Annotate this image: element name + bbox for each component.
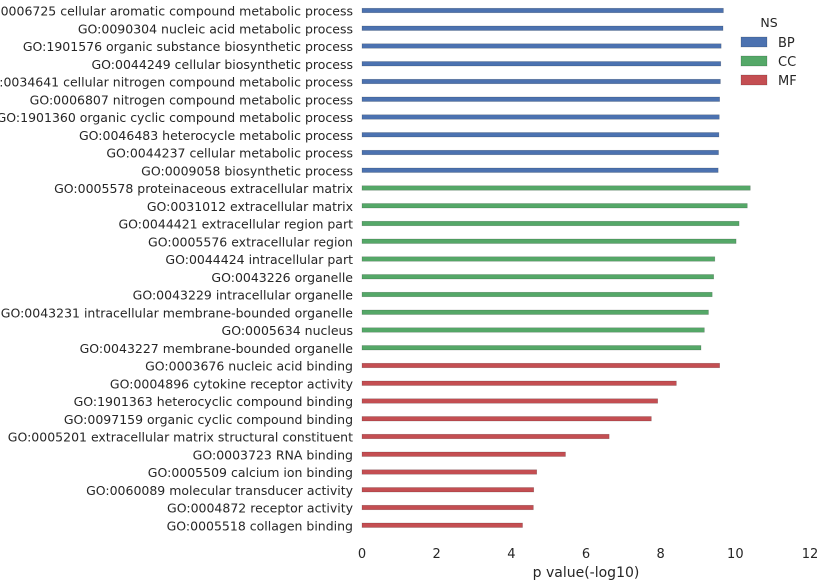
y-tick-label: GO:0005634 nucleus (222, 323, 353, 338)
bar-bp-5 (361, 96, 720, 102)
y-tick-label: GO:0046483 heterocycle metabolic process (79, 128, 353, 143)
bar-cc-9 (361, 345, 702, 351)
x-axis-label: p value(-log10) (533, 565, 640, 581)
bar-bp-4 (361, 78, 721, 85)
y-tick-label: GO:0044237 cellular metabolic process (106, 146, 353, 161)
bar-mf-6 (361, 469, 538, 475)
x-tick-label: 8 (657, 547, 665, 562)
bar-cc-1 (361, 203, 748, 209)
x-tick-label: 0 (358, 547, 366, 562)
bar-bp-9 (361, 167, 719, 173)
legend-swatch-cc (740, 55, 768, 67)
bar-cc-6 (361, 291, 713, 298)
y-tick-label: GO:0043231 intracellular membrane-bounde… (1, 305, 354, 320)
legend-label-mf: MF (778, 74, 797, 89)
y-tick-label: GO:0043226 organelle (211, 270, 353, 285)
y-tick-label: GO:0004872 receptor activity (167, 501, 354, 516)
bar-mf-0 (361, 362, 720, 369)
bar-bp-6 (361, 114, 720, 120)
bar-bp-0 (361, 7, 724, 14)
x-tick-label: 2 (433, 547, 441, 562)
bar-cc-8 (361, 327, 705, 333)
y-tick-label: GO:0006725 cellular aromatic compound me… (0, 4, 353, 19)
y-tick-label: GO:1901363 heterocyclic compound binding (74, 394, 353, 409)
bar-cc-5 (361, 274, 714, 280)
y-tick-label: GO:0005509 calcium ion binding (148, 465, 353, 480)
bar-mf-2 (361, 398, 658, 404)
bar-bp-3 (361, 61, 722, 67)
y-tick-label: GO:0004896 cytokine receptor activity (110, 376, 354, 391)
y-tick-label: GO:1901360 organic cyclic compound metab… (0, 110, 353, 125)
y-tick-label: GO:0090304 nucleic acid metabolic proces… (78, 21, 353, 36)
legend-label-cc: CC (778, 55, 796, 70)
x-tick-label: 10 (727, 547, 744, 562)
y-tick-label: GO:0060089 molecular transducer activity (86, 483, 354, 498)
bar-mf-4 (361, 433, 610, 440)
y-tick-label: GO:0044421 extracellular region part (118, 217, 353, 232)
bar-bp-7 (361, 132, 720, 138)
bar-mf-3 (361, 416, 652, 422)
bar-mf-5 (361, 451, 566, 457)
y-tick-label: GO:0034641 cellular nitrogen compound me… (0, 75, 353, 90)
bar-mf-1 (361, 380, 677, 386)
y-tick-label: GO:0044249 cellular biosynthetic process (92, 57, 354, 72)
x-tick-label: 4 (507, 547, 515, 562)
bar-cc-7 (361, 309, 709, 315)
y-tick-label: GO:0009058 biosynthetic process (141, 163, 353, 178)
y-tick-labels: GO:0006725 cellular aromatic compound me… (0, 4, 354, 534)
y-tick-label: GO:0003723 RNA binding (193, 447, 353, 462)
x-tick-label: 12 (802, 547, 819, 562)
y-tick-label: GO:0044424 intracellular part (165, 252, 353, 267)
bars-layer (361, 7, 751, 528)
legend-swatch-bp (740, 36, 768, 48)
y-tick-label: GO:0003676 nucleic acid binding (145, 359, 353, 374)
y-tick-label: GO:0005576 extracellular region (148, 234, 353, 249)
bar-cc-2 (361, 220, 740, 227)
bar-cc-3 (361, 238, 737, 244)
legend-title: NS (760, 15, 777, 30)
y-tick-label: GO:1901576 organic substance biosyntheti… (23, 39, 353, 54)
y-tick-label: GO:0043229 intracellular organelle (133, 288, 354, 303)
y-tick-label: GO:0097159 organic cyclic compound bindi… (64, 412, 353, 427)
y-tick-label: GO:0006807 nitrogen compound metabolic p… (30, 92, 353, 107)
bar-mf-9 (361, 522, 523, 528)
x-tick-label: 6 (582, 547, 590, 562)
bar-mf-8 (361, 504, 534, 511)
bar-cc-0 (361, 185, 751, 191)
legend-label-bp: BP (778, 36, 795, 51)
x-tick-labels: 0 2 4 6 8 10 12 (358, 547, 818, 562)
y-tick-label: GO:0005201 extracellular matrix structur… (8, 430, 353, 445)
bar-bp-1 (361, 25, 724, 31)
y-tick-label: GO:0031012 extracellular matrix (147, 199, 353, 214)
bar-cc-4 (361, 256, 716, 262)
bar-bp-2 (361, 43, 722, 49)
y-tick-label: GO:0043227 membrane-bounded organelle (80, 341, 354, 356)
y-tick-label: GO:0005518 collagen binding (167, 518, 353, 533)
bar-mf-7 (361, 487, 535, 493)
legend-swatch-mf (740, 74, 768, 86)
y-tick-label: GO:0005578 proteinaceous extracellular m… (54, 181, 353, 196)
bar-bp-8 (361, 149, 719, 156)
